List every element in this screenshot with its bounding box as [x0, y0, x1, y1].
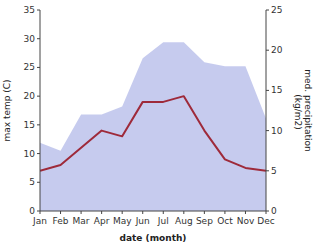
- yticks-tick-label: 15: [24, 120, 35, 130]
- yticks-tick: [37, 124, 40, 125]
- y2ticks-tick: [266, 50, 269, 51]
- x-axis-line: [40, 211, 266, 212]
- y2ticks-tick: [266, 211, 269, 212]
- x-tick-label: Feb: [53, 216, 69, 226]
- y2-axis-label: med. precipitation (kg/m2): [293, 69, 313, 151]
- temp-line: [40, 96, 266, 171]
- y2ticks-tick-label: 0: [271, 206, 277, 216]
- y2ticks-tick: [266, 10, 269, 11]
- x-tick-label: Aug: [175, 216, 193, 226]
- axes: JanFebMarAprMayJunJulAugSepOctNovDec0510…: [24, 5, 283, 226]
- y-axis-label: max temp (C): [2, 79, 12, 141]
- x-tick: [204, 211, 205, 214]
- y2ticks-tick-label: 20: [271, 45, 283, 55]
- y2ticks-tick-label: 15: [271, 85, 282, 95]
- x-tick: [122, 211, 123, 214]
- precip-area: [40, 42, 266, 211]
- x-tick: [245, 211, 246, 214]
- yticks-tick-label: 25: [24, 62, 35, 72]
- x-tick: [101, 211, 102, 214]
- x-axis-label: date (month): [120, 233, 187, 243]
- yticks-tick: [37, 211, 40, 212]
- x-tick-label: Sep: [196, 216, 213, 226]
- x-tick-label: May: [113, 216, 132, 226]
- x-tick-label: Nov: [237, 216, 255, 226]
- x-tick-label: Mar: [73, 216, 90, 226]
- y2ticks-tick: [266, 90, 269, 91]
- y2-axis-label-line: med. precipitation: [303, 69, 313, 151]
- yticks-tick-label: 0: [29, 206, 35, 216]
- x-tick-label: Jan: [32, 216, 47, 226]
- yticks-tick: [37, 96, 40, 97]
- x-tick-label: Jun: [135, 216, 150, 226]
- y2-axis-line: [266, 10, 267, 211]
- yticks-tick: [37, 153, 40, 154]
- chart: JanFebMarAprMayJunJulAugSepOctNovDec0510…: [0, 0, 318, 247]
- x-tick: [81, 211, 82, 214]
- x-tick: [183, 211, 184, 214]
- y-axis-line: [40, 10, 41, 211]
- y2ticks-tick-label: 10: [271, 126, 283, 136]
- yticks-tick: [37, 10, 40, 11]
- x-tick-label: Dec: [257, 216, 274, 226]
- yticks-tick-label: 35: [24, 5, 35, 15]
- x-tick: [224, 211, 225, 214]
- yticks-tick-label: 20: [24, 91, 36, 101]
- y2-axis-label-line: (kg/m2): [293, 91, 303, 129]
- yticks-tick: [37, 38, 40, 39]
- x-tick: [163, 211, 164, 214]
- yticks-tick-label: 5: [29, 177, 35, 187]
- y2ticks-tick: [266, 170, 269, 171]
- yticks-tick-label: 10: [24, 149, 36, 159]
- marks: [40, 42, 266, 211]
- yticks-tick-label: 30: [24, 34, 36, 44]
- y2ticks-tick-label: 25: [271, 5, 282, 15]
- yticks-tick: [37, 67, 40, 68]
- y2ticks-tick: [266, 130, 269, 131]
- x-tick: [142, 211, 143, 214]
- yticks-tick: [37, 182, 40, 183]
- y2ticks-tick-label: 5: [271, 166, 277, 176]
- x-tick: [60, 211, 61, 214]
- x-tick-label: Jul: [157, 216, 169, 226]
- x-tick-label: Apr: [94, 216, 110, 226]
- x-tick-label: Oct: [217, 216, 233, 226]
